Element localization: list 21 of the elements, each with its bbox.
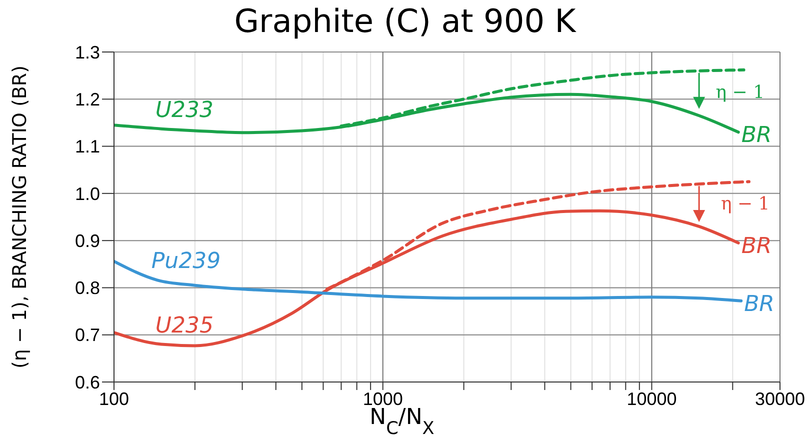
y-tick-label: 1.2 — [74, 90, 100, 110]
series-label: Pu239 — [151, 249, 221, 274]
annotation: BR — [741, 123, 772, 148]
y-tick-label: 0.6 — [74, 372, 100, 392]
series-label: U233 — [155, 98, 214, 123]
annotation: η − 1 — [716, 82, 765, 103]
chart-title: Graphite (C) at 900 K — [233, 1, 578, 42]
annotation: BR — [741, 234, 772, 259]
y-tick-label: 1.3 — [74, 42, 100, 62]
annotation: η − 1 — [720, 194, 770, 215]
series-label: U235 — [155, 313, 214, 338]
x-tick-label: 100 — [98, 388, 130, 409]
x-tick-label: 30000 — [754, 388, 806, 409]
y-tick-label: 0.9 — [74, 230, 100, 251]
y-tick-label: 0.7 — [74, 325, 100, 346]
y-tick-label: 0.8 — [74, 278, 100, 298]
y-tick-label: 1.1 — [74, 136, 100, 157]
x-tick-label: 10000 — [626, 388, 677, 409]
y-tick-label: 1.0 — [74, 184, 100, 204]
annotation: BR — [744, 292, 774, 317]
y-axis-title: (η − 1), BRANCHING RATIO (BR) — [9, 65, 31, 369]
